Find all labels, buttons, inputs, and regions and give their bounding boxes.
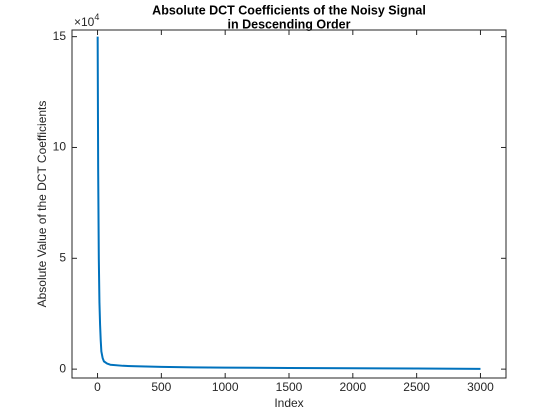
exponent-power: 4 <box>94 12 99 22</box>
x-tick-label: 1000 <box>212 380 239 394</box>
y-tick-label: 0 <box>59 361 66 375</box>
data-line <box>96 36 481 370</box>
x-tick-label: 2500 <box>403 380 430 394</box>
axes-box <box>71 29 507 379</box>
x-tick-label: 0 <box>94 380 101 394</box>
x-tick-label: 2000 <box>339 380 366 394</box>
chart-title-line: Absolute DCT Coefficients of the Noisy S… <box>152 3 426 17</box>
y-tick-label: 5 <box>59 250 66 264</box>
x-tick-label: 3000 <box>467 380 494 394</box>
y-tick-label: 15 <box>53 29 67 43</box>
chart-title-line: in Descending Order <box>228 17 351 31</box>
x-axis-label: Index <box>274 396 303 410</box>
exponent-base: ×10 <box>74 15 95 29</box>
y-axis-label: Absolute Value of the DCT Coefficients <box>35 101 49 308</box>
y-tick-label: 10 <box>53 140 67 154</box>
x-tick-label: 500 <box>151 380 171 394</box>
y-exponent: ×104 <box>74 12 99 29</box>
x-tick-label: 1500 <box>276 380 303 394</box>
